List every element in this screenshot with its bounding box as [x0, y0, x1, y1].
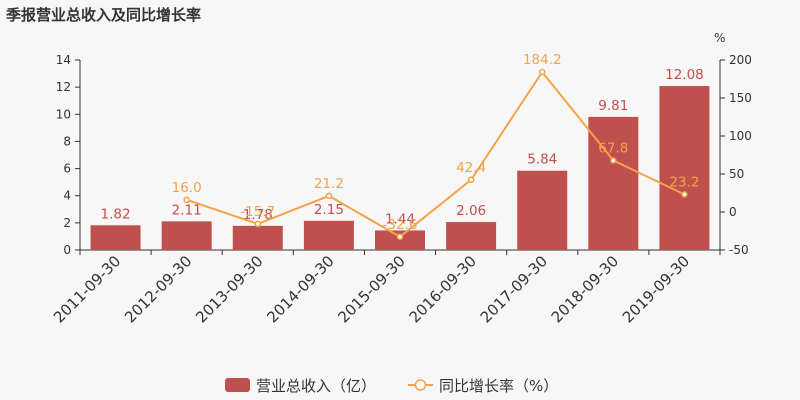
revenue-bar [90, 225, 141, 250]
y-left-tick-label: 2 [63, 216, 71, 230]
chart-title: 季报营业总收入及同比增长率 [6, 6, 202, 24]
y-right-tick-label: 50 [729, 167, 744, 181]
growth-rate-point [396, 233, 404, 241]
growth-rate-line [186, 70, 685, 238]
x-tick-label: 2017-09-30 [477, 252, 551, 326]
growth-rate-label: 67.8 [598, 140, 628, 156]
revenue-bar [517, 170, 568, 250]
revenue-bar-label: 1.82 [101, 206, 131, 222]
x-tick-label: 2015-09-30 [334, 252, 408, 326]
growth-rate-label: -15.7 [240, 204, 275, 220]
revenue-bar [232, 225, 283, 250]
revenue-bar-label: 2.06 [456, 203, 486, 219]
growth-rate-point [254, 220, 262, 228]
revenue-bar-label: 12.08 [665, 67, 704, 83]
revenue-bar-label: 9.81 [598, 98, 628, 114]
growth-rate-label: 21.2 [314, 176, 344, 192]
y-right-tick-label: 150 [729, 91, 752, 105]
growth-rate-label: 42.4 [456, 160, 486, 176]
revenue-bar-label: 5.84 [527, 152, 557, 168]
x-tick-label: 2016-09-30 [406, 252, 480, 326]
y-right-tick-label: 0 [729, 205, 737, 219]
y-right-tick-label: 100 [729, 129, 752, 143]
growth-rate-point [183, 196, 190, 204]
growth-rate-point [467, 176, 475, 184]
y-left-tick-label: 0 [63, 243, 71, 257]
growth-rate-label: -32.6 [383, 217, 418, 233]
legend-bar-swatch [225, 378, 250, 392]
revenue-bar [446, 222, 497, 250]
x-tick-label: 2019-09-30 [619, 252, 693, 326]
revenue-bar-label: 2.15 [314, 202, 344, 218]
y-left-tick-label: 10 [56, 107, 71, 121]
revenue-bar [375, 230, 425, 250]
growth-rate-point [325, 192, 333, 200]
growth-rate-label: 184.2 [523, 52, 562, 68]
x-tick-label: 2013-09-30 [192, 252, 266, 326]
revenue-bar [588, 116, 639, 250]
revenue-bar [161, 221, 212, 250]
y-right-unit: % [714, 31, 725, 45]
x-tick-label: 2011-09-30 [50, 252, 124, 326]
growth-rate-label: 16.0 [172, 180, 202, 196]
x-tick-label: 2018-09-30 [548, 252, 622, 326]
growth-rate-label: 23.2 [669, 174, 699, 190]
y-right-tick-label: -50 [729, 243, 749, 257]
growth-rate-point [538, 68, 546, 76]
legend-line-marker [414, 379, 427, 391]
legend-line-label: 同比增长率（%） [439, 377, 558, 395]
y-left-tick-label: 8 [63, 134, 71, 148]
y-left-tick-label: 12 [56, 80, 71, 94]
y-right-tick-label: 200 [729, 53, 752, 67]
growth-rate-point [681, 191, 688, 198]
revenue-bar [659, 86, 710, 250]
growth-rate-point [610, 157, 617, 164]
y-left-tick-label: 14 [56, 53, 71, 67]
revenue-bar-label: 1.44 [385, 211, 415, 227]
x-tick-label: 2014-09-30 [263, 252, 337, 326]
y-left-tick-label: 4 [63, 189, 71, 203]
revenue-bar-label: 2.11 [172, 202, 202, 218]
revenue-bar-label: 1.78 [243, 207, 273, 223]
legend-bar-label: 营业总收入（亿） [256, 377, 376, 395]
revenue-bar [303, 220, 354, 250]
y-left-tick-label: 6 [63, 162, 71, 176]
x-tick-label: 2012-09-30 [121, 252, 195, 326]
